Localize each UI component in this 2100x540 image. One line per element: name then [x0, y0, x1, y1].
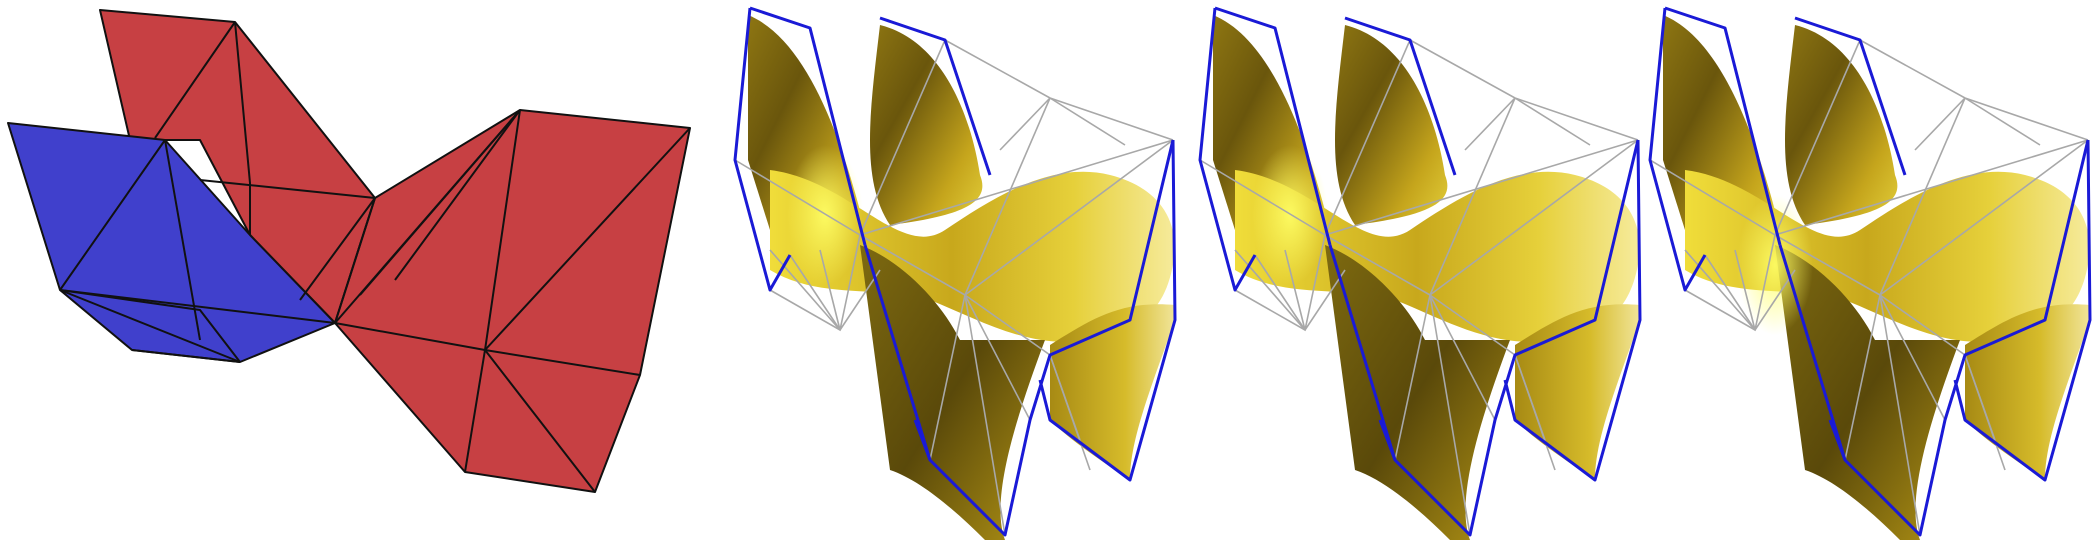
- net-edge: [964, 97, 1051, 296]
- net-edge: [1324, 39, 1411, 236]
- boundary-edge: [913, 419, 932, 461]
- boundary-edge: [1953, 139, 2092, 482]
- control-net-boundary: [1648, 6, 2092, 537]
- surface-patch: [1515, 304, 1640, 480]
- boundary-edge: [1648, 7, 1707, 292]
- surface-patch: [1775, 245, 1960, 540]
- net-edge: [1684, 249, 1756, 331]
- boundary-edge: [1664, 6, 1782, 246]
- net-edge: [964, 294, 1006, 536]
- net-edge: [1409, 39, 1639, 141]
- specular-highlight: [1252, 145, 1328, 285]
- net-edge: [1964, 354, 2006, 471]
- net-edge: [769, 249, 841, 331]
- net-edge: [1429, 139, 1639, 296]
- boundary-edge: [1794, 16, 1907, 176]
- net-edge: [1429, 294, 1471, 536]
- net-edge: [1234, 249, 1306, 331]
- net-edge: [1734, 249, 1756, 331]
- boundary-edge: [1344, 16, 1457, 176]
- surface-panel-2: [1198, 6, 1642, 540]
- net-edge: [964, 294, 1051, 356]
- surface-patch: [1335, 25, 1448, 225]
- net-edge: [1514, 354, 1556, 471]
- net-edge: [964, 139, 1174, 296]
- net-edge: [839, 269, 881, 331]
- net-edge: [1199, 159, 1326, 236]
- boundary-edge: [1828, 419, 1847, 461]
- control-net-boundary: [1198, 6, 1642, 537]
- net-edge: [1879, 294, 1921, 536]
- net-edge: [1879, 97, 1966, 296]
- control-net-boundary: [733, 6, 1177, 537]
- boundary-edge: [749, 6, 867, 246]
- control-net-interior: [1199, 39, 1639, 536]
- net-edge: [1704, 254, 1756, 331]
- net-edge: [964, 294, 1031, 421]
- boundary-edge: [1214, 6, 1332, 246]
- surface-panel-3: [1648, 6, 2092, 540]
- net-edge: [1254, 254, 1306, 331]
- boundary-edge: [1378, 419, 1397, 461]
- net-edge: [789, 254, 841, 331]
- net-edge: [1844, 294, 1881, 461]
- net-edge: [999, 97, 1051, 151]
- net-edge: [1284, 249, 1306, 331]
- net-edge: [929, 294, 966, 461]
- control-net-interior: [1649, 39, 2089, 536]
- boundary-edge: [1198, 7, 1257, 292]
- net-edge: [1429, 294, 1516, 356]
- net-edge: [1774, 234, 1881, 296]
- specular-highlight: [787, 145, 863, 285]
- control-net-interior: [734, 39, 1174, 536]
- net-edge: [1324, 139, 1639, 236]
- mesh-edges: [59, 21, 691, 493]
- net-edge: [1394, 294, 1431, 461]
- net-edge: [1324, 234, 1431, 296]
- net-edge: [1649, 159, 1776, 236]
- net-edge: [1774, 39, 1861, 236]
- net-edge: [1429, 294, 1496, 421]
- net-edge: [859, 234, 966, 296]
- net-edge: [819, 249, 841, 331]
- surface-panels: [733, 6, 2092, 540]
- net-edge: [734, 159, 861, 236]
- control-mesh-panel: [7, 9, 691, 493]
- net-edge: [1879, 139, 2089, 296]
- net-edge: [1049, 97, 1126, 146]
- surface-patch: [870, 25, 983, 225]
- net-edge: [1304, 269, 1346, 331]
- surface-panel-1: [733, 6, 1177, 540]
- net-edge: [1429, 97, 1516, 296]
- smooth-surface: [1663, 15, 2090, 540]
- surface-patch: [1050, 304, 1175, 480]
- net-edge: [1464, 97, 1516, 151]
- net-edge: [1774, 139, 2089, 236]
- net-edge: [1964, 97, 2041, 146]
- net-edge: [944, 39, 1174, 141]
- boundary-edge: [733, 7, 792, 292]
- net-edge: [859, 39, 946, 236]
- surface-patch: [1965, 304, 2090, 480]
- net-edge: [1914, 97, 1966, 151]
- surface-patch: [1325, 245, 1510, 540]
- net-edge: [1879, 294, 1946, 421]
- boundary-edge: [1038, 139, 1177, 482]
- net-edge: [1879, 294, 1966, 356]
- surface-patch: [1785, 25, 1898, 225]
- net-edge: [1859, 39, 2089, 141]
- net-edge: [1514, 97, 1591, 146]
- net-edge: [1049, 354, 1091, 471]
- boundary-edge: [879, 16, 992, 176]
- mesh-face: [334, 109, 691, 493]
- surface-patch: [860, 245, 1045, 540]
- net-edge: [1754, 269, 1796, 331]
- net-edge: [859, 139, 1174, 236]
- boundary-edge: [1503, 139, 1642, 482]
